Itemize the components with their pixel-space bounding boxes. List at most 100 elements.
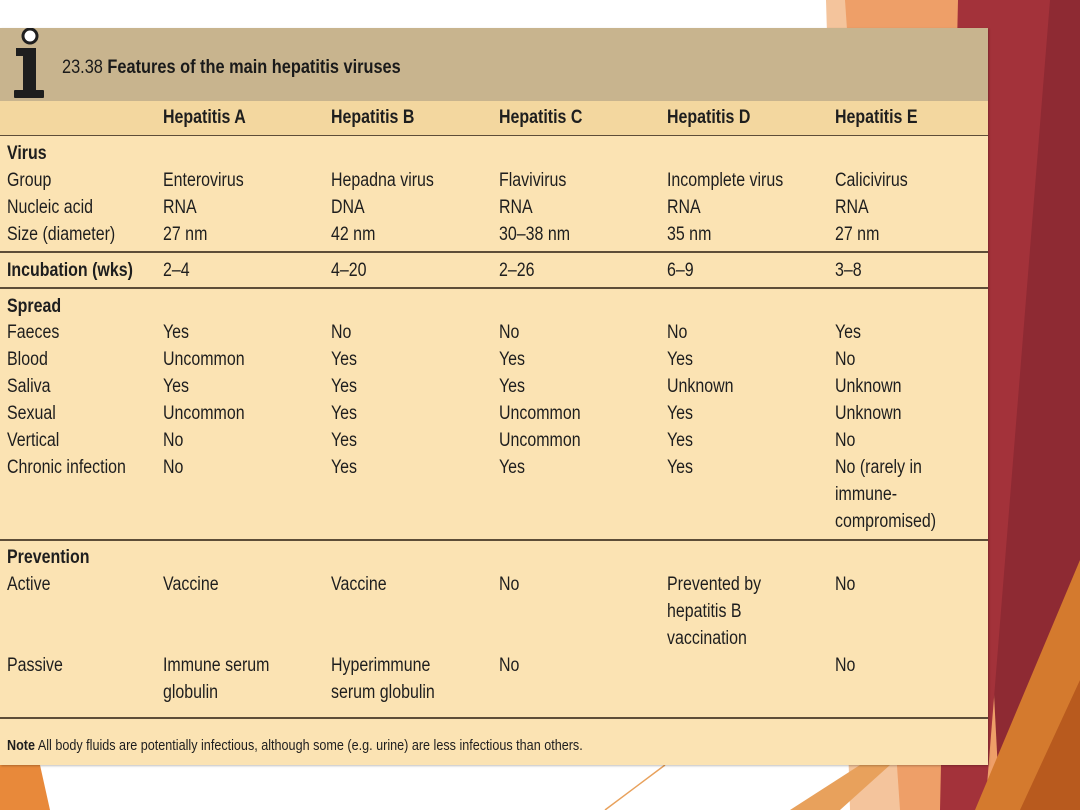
- hepatitis-table-panel: 23.38 Features of the main hepatitis vir…: [0, 28, 988, 765]
- table-cell-continued: hepatitis B: [667, 601, 742, 622]
- row-label-size: Size (diameter): [7, 224, 116, 245]
- divider: [0, 717, 988, 719]
- table-cell: 42 nm: [331, 224, 376, 245]
- table-cell-continued: serum globulin: [331, 682, 435, 703]
- table-cell: Yes: [667, 457, 694, 478]
- divider: [0, 135, 988, 136]
- table-cell: 30–38 nm: [499, 224, 570, 245]
- table-cell: Yes: [667, 349, 694, 370]
- table-cell: Unknown: [835, 403, 902, 424]
- col-header-hepatitis-c: Hepatitis C: [499, 107, 583, 128]
- table-cell: No: [499, 322, 520, 343]
- row-label-incubation: Incubation (wks): [7, 260, 133, 281]
- table-cell: 27 nm: [835, 224, 880, 245]
- table-cell: Immune serum: [163, 655, 270, 676]
- table-cell: Hyperimmune: [331, 655, 431, 676]
- table-cell: RNA: [835, 197, 869, 218]
- row-label-passive: Passive: [7, 655, 63, 676]
- section-heading-prevention: Prevention: [7, 547, 90, 568]
- table-cell: Yes: [667, 430, 694, 451]
- col-header-hepatitis-b: Hepatitis B: [331, 107, 415, 128]
- table-cell: Yes: [163, 376, 190, 397]
- table-cell: Yes: [667, 403, 694, 424]
- row-label-sexual: Sexual: [7, 403, 56, 424]
- table-number: 23.38: [62, 57, 103, 78]
- table-cell: RNA: [667, 197, 701, 218]
- table-cell: No: [667, 322, 688, 343]
- table-cell: Uncommon: [163, 349, 245, 370]
- divider: [0, 539, 988, 541]
- table-title-text: Features of the main hepatitis viruses: [107, 57, 401, 78]
- table-cell: Yes: [499, 376, 526, 397]
- table-cell: Yes: [331, 349, 358, 370]
- table-cell: No: [499, 655, 520, 676]
- col-header-hepatitis-a: Hepatitis A: [163, 107, 246, 128]
- table-cell: Yes: [331, 430, 358, 451]
- table-cell: RNA: [163, 197, 197, 218]
- table-cell: Calicivirus: [835, 170, 908, 191]
- bg-thin-line: [604, 764, 666, 810]
- row-label-faeces: Faeces: [7, 322, 60, 343]
- table-cell: Unknown: [667, 376, 734, 397]
- table-cell: 35 nm: [667, 224, 712, 245]
- row-label-chronic-infection: Chronic infection: [7, 457, 126, 478]
- section-heading-virus: Virus: [7, 143, 47, 164]
- table-cell: Vaccine: [331, 574, 387, 595]
- table-cell: 27 nm: [163, 224, 208, 245]
- table-cell: Yes: [499, 457, 526, 478]
- table-cell: Yes: [163, 322, 190, 343]
- row-label-active: Active: [7, 574, 51, 595]
- row-label-nucleic-acid: Nucleic acid: [7, 197, 94, 218]
- table-cell-continued: globulin: [163, 682, 219, 703]
- table-cell-continued: vaccination: [667, 628, 747, 649]
- col-header-hepatitis-e: Hepatitis E: [835, 107, 918, 128]
- table-cell: 2–26: [499, 260, 535, 281]
- table-cell: DNA: [331, 197, 365, 218]
- bg-bottom-right-accent: [790, 765, 890, 810]
- section-heading-spread: Spread: [7, 296, 62, 317]
- column-header-row: Hepatitis A Hepatitis B Hepatitis C Hepa…: [0, 101, 988, 135]
- row-label-blood: Blood: [7, 349, 48, 370]
- table-cell: No: [331, 322, 352, 343]
- table-cell: Yes: [331, 376, 358, 397]
- table-cell: RNA: [499, 197, 533, 218]
- table-cell: No: [163, 457, 184, 478]
- info-icon: [14, 28, 44, 98]
- table-cell: Yes: [331, 403, 358, 424]
- table-note: Note All body fluids are potentially inf…: [7, 732, 583, 759]
- table-cell: Flavivirus: [499, 170, 567, 191]
- divider: [0, 251, 988, 253]
- table-cell: No: [163, 430, 184, 451]
- table-cell: Incomplete virus: [667, 170, 784, 191]
- table-cell: Enterovirus: [163, 170, 244, 191]
- note-text: All body fluids are potentially infectio…: [37, 737, 583, 754]
- row-label-vertical: Vertical: [7, 430, 60, 451]
- table-cell: 3–8: [835, 260, 862, 281]
- row-label-saliva: Saliva: [7, 376, 51, 397]
- table-cell: Yes: [835, 322, 862, 343]
- col-header-hepatitis-d: Hepatitis D: [667, 107, 751, 128]
- table-cell: Prevented by: [667, 574, 762, 595]
- table-cell: 2–4: [163, 260, 190, 281]
- table-cell: Unknown: [835, 376, 902, 397]
- table-cell: Hepadna virus: [331, 170, 434, 191]
- table-cell: 4–20: [331, 260, 367, 281]
- divider: [0, 287, 988, 289]
- row-label-group: Group: [7, 170, 52, 191]
- table-cell-continued: immune-: [835, 484, 898, 505]
- table-cell: Yes: [331, 457, 358, 478]
- table-title: 23.38 Features of the main hepatitis vir…: [62, 57, 401, 79]
- table-cell: Vaccine: [163, 574, 219, 595]
- table-cell-continued: compromised): [835, 511, 937, 532]
- table-title-bar: 23.38 Features of the main hepatitis vir…: [0, 28, 988, 101]
- table-cell: Uncommon: [499, 403, 581, 424]
- table-cell: No (rarely in: [835, 457, 922, 478]
- table-cell: Yes: [499, 349, 526, 370]
- table-cell: No: [499, 574, 520, 595]
- table-cell: Uncommon: [499, 430, 581, 451]
- table-cell: No: [835, 655, 856, 676]
- bg-dark-orange-corner: [1020, 680, 1080, 810]
- bg-bottom-left-accent: [0, 765, 50, 810]
- table-cell: No: [835, 574, 856, 595]
- table-cell: Uncommon: [163, 403, 245, 424]
